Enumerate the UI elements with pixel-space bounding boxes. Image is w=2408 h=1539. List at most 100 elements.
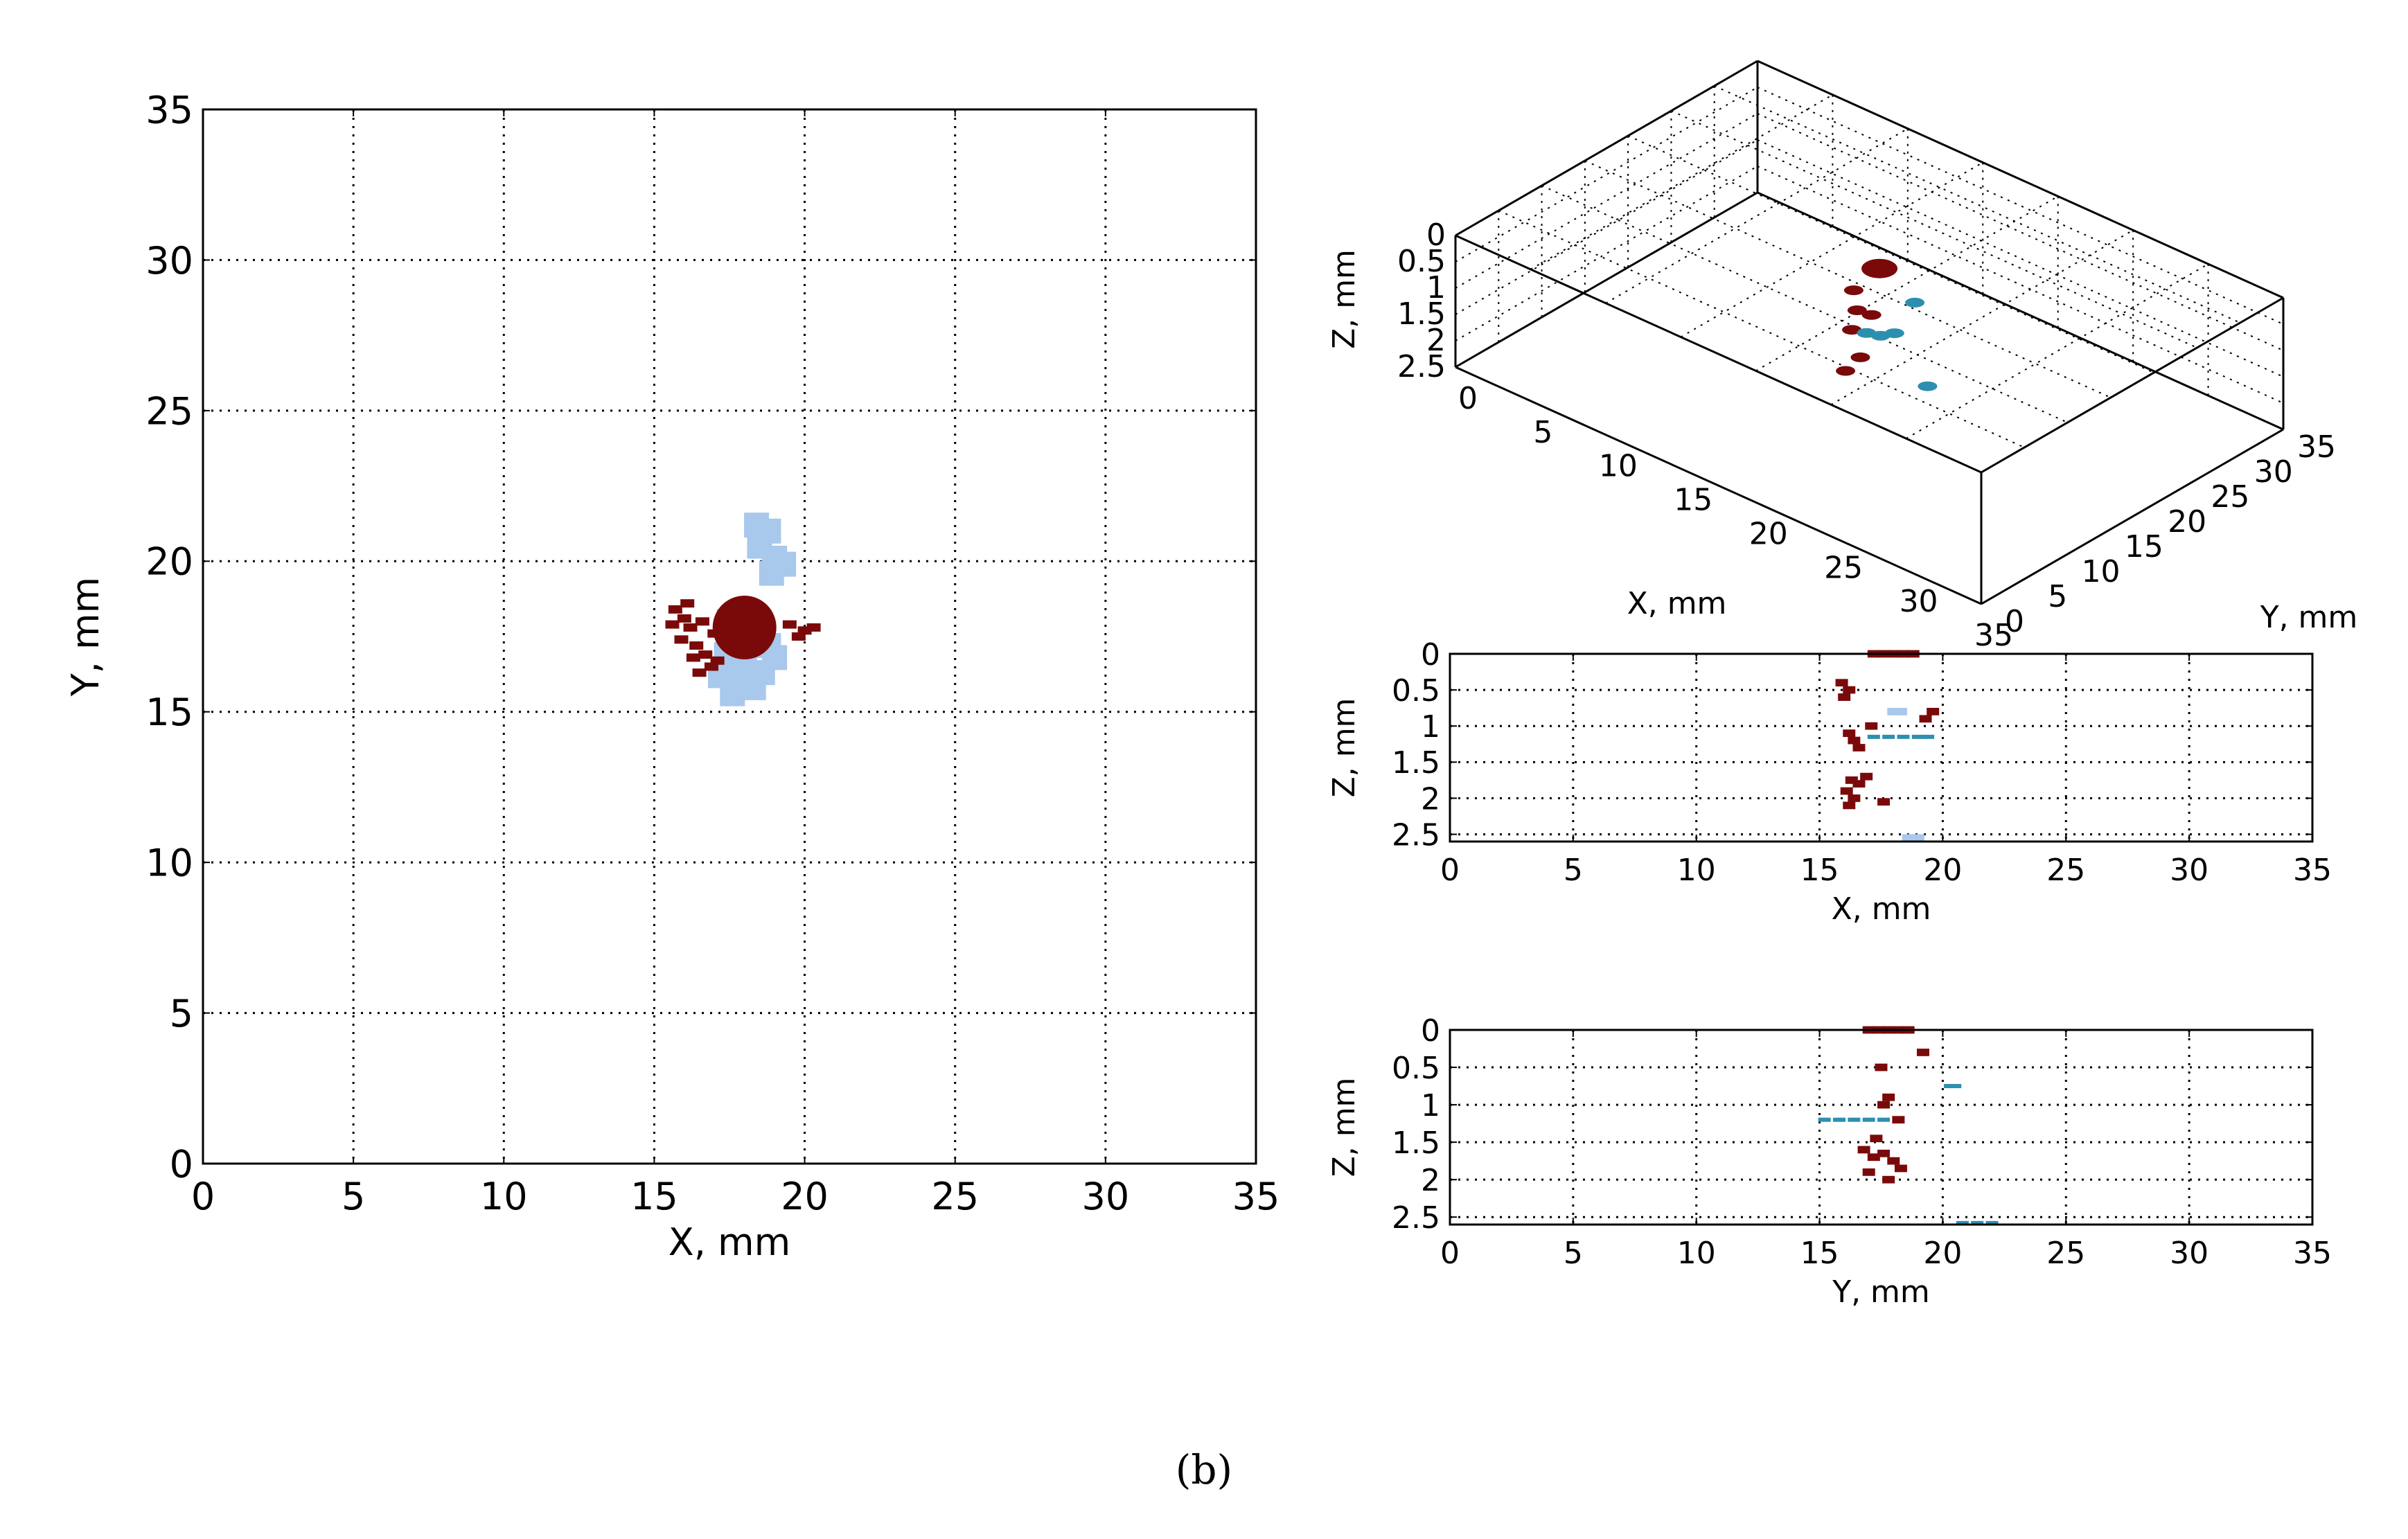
y-tick-label: 10 bbox=[145, 842, 193, 885]
data-point bbox=[1949, 1084, 1962, 1089]
series-cyan-line-yz bbox=[1818, 1084, 1962, 1122]
data-point bbox=[1860, 772, 1873, 781]
data-point bbox=[1911, 834, 1924, 842]
z-axis-label: Z, mm bbox=[1327, 249, 1362, 349]
data-point bbox=[1850, 352, 1870, 362]
data-point bbox=[1865, 722, 1878, 730]
y-tick-label: 1 bbox=[1421, 709, 1440, 745]
data-point bbox=[677, 614, 691, 623]
series-blue-3d bbox=[1857, 297, 1938, 391]
data-point bbox=[1905, 297, 1925, 308]
data-point bbox=[1835, 679, 1848, 687]
data-point bbox=[1884, 328, 1904, 339]
data-point bbox=[782, 620, 797, 629]
grid-line-top-y bbox=[1541, 185, 2068, 423]
plot-background bbox=[1450, 654, 2312, 842]
data-point bbox=[1887, 1157, 1900, 1165]
data-point bbox=[1852, 744, 1866, 751]
z-tick-label: 2 bbox=[1426, 323, 1446, 358]
x-tick-label: 30 bbox=[1900, 584, 1938, 619]
data-point bbox=[1919, 715, 1932, 723]
grid-line-top-x bbox=[1755, 195, 2059, 372]
x-tick-label: 25 bbox=[931, 1175, 979, 1218]
y-tick-label: 35 bbox=[2297, 429, 2336, 465]
y-tick-label: 30 bbox=[2254, 454, 2293, 490]
data-point bbox=[1927, 707, 1940, 715]
y-tick-label: 25 bbox=[145, 389, 193, 433]
data-point bbox=[1877, 1117, 1891, 1122]
data-point bbox=[1887, 707, 1900, 715]
data-point-disc bbox=[712, 595, 777, 659]
x-tick-label: 0 bbox=[1440, 1236, 1460, 1271]
data-point bbox=[1971, 1220, 1984, 1225]
data-point bbox=[1892, 1116, 1905, 1124]
data-point bbox=[1857, 1146, 1870, 1154]
data-point bbox=[689, 641, 704, 650]
x-tick-label: 5 bbox=[342, 1175, 365, 1218]
x-tick-label: 5 bbox=[1564, 853, 1583, 888]
plot-frame bbox=[1449, 1029, 2314, 1226]
plot-frame bbox=[1449, 652, 2314, 843]
data-point bbox=[1916, 1049, 1929, 1056]
data-point bbox=[1818, 1117, 1831, 1122]
x-tick-label: 5 bbox=[1564, 1236, 1583, 1271]
z-tick-label: 2.5 bbox=[1397, 349, 1446, 384]
y-tick-label: 2.5 bbox=[1392, 1200, 1440, 1236]
x-tick-label: 0 bbox=[1458, 381, 1478, 416]
series-cyan-line-xz bbox=[1867, 734, 1935, 739]
x-tick-label: 30 bbox=[2170, 853, 2208, 888]
y-axis-label: Y, mm bbox=[64, 577, 107, 697]
x-tick-label: 35 bbox=[2293, 1236, 2332, 1271]
x-tick-label: 25 bbox=[2046, 853, 2085, 888]
x-axis-label: Y, mm bbox=[1832, 1274, 1930, 1310]
data-point bbox=[1845, 776, 1858, 784]
x-tick-label: 20 bbox=[1749, 516, 1788, 551]
z-tick-label: 0 bbox=[1426, 217, 1446, 253]
grid-line-side-z bbox=[1455, 166, 1758, 341]
xyz-3d-plot: 051015202530350510152025303500.511.522.5… bbox=[1327, 60, 2358, 653]
x-tick-label: 5 bbox=[1533, 415, 1552, 450]
x-tick-label: 30 bbox=[2170, 1236, 2208, 1271]
data-point bbox=[1862, 1168, 1875, 1176]
data-point bbox=[1852, 780, 1866, 788]
series-dark-red-disc bbox=[712, 595, 777, 659]
y-tick-label: 5 bbox=[2048, 579, 2067, 614]
y-tick-label: 1 bbox=[1421, 1088, 1440, 1123]
y-tick-label: 2 bbox=[1421, 781, 1440, 817]
box-edge bbox=[1981, 296, 2284, 474]
grid-line-top-y bbox=[1627, 135, 2154, 373]
grid-line-top-y bbox=[1584, 160, 2112, 398]
data-point bbox=[710, 656, 725, 665]
data-point bbox=[1861, 310, 1882, 320]
y-tick-label: 0.5 bbox=[1392, 673, 1440, 709]
data-point bbox=[1922, 734, 1935, 739]
x-axis-label: X, mm bbox=[669, 1220, 791, 1264]
y-tick-label: 15 bbox=[2125, 529, 2163, 564]
grid-line-top-x bbox=[1530, 94, 1833, 270]
data-point bbox=[1836, 366, 1856, 376]
data-point bbox=[1911, 734, 1924, 739]
data-point bbox=[1870, 1135, 1883, 1143]
y-tick-label: 0 bbox=[170, 1142, 193, 1186]
data-point bbox=[1877, 1101, 1891, 1109]
grid-line-top-y bbox=[1671, 110, 2197, 348]
grid-line-top-y bbox=[1498, 210, 2025, 448]
y-tick-label: 0.5 bbox=[1392, 1051, 1440, 1086]
grid-line-side-z bbox=[1455, 113, 1758, 289]
x-axis-label: X, mm bbox=[1627, 586, 1727, 621]
data-point bbox=[1985, 1220, 1999, 1225]
data-point bbox=[741, 675, 766, 700]
data-point bbox=[1877, 1149, 1891, 1157]
x-tick-label: 25 bbox=[1824, 550, 1863, 585]
data-point bbox=[759, 560, 784, 586]
y-axis-label: Y, mm bbox=[2260, 600, 2358, 635]
x-tick-label: 20 bbox=[1923, 1236, 1962, 1271]
series-cyan-bottom-yz bbox=[1956, 1220, 1999, 1225]
series-dark-red-3d bbox=[1836, 258, 1898, 376]
data-point bbox=[1843, 801, 1856, 810]
x-tick-label: 10 bbox=[1599, 449, 1638, 484]
data-point-disc bbox=[1861, 258, 1898, 278]
data-point bbox=[1897, 734, 1910, 739]
